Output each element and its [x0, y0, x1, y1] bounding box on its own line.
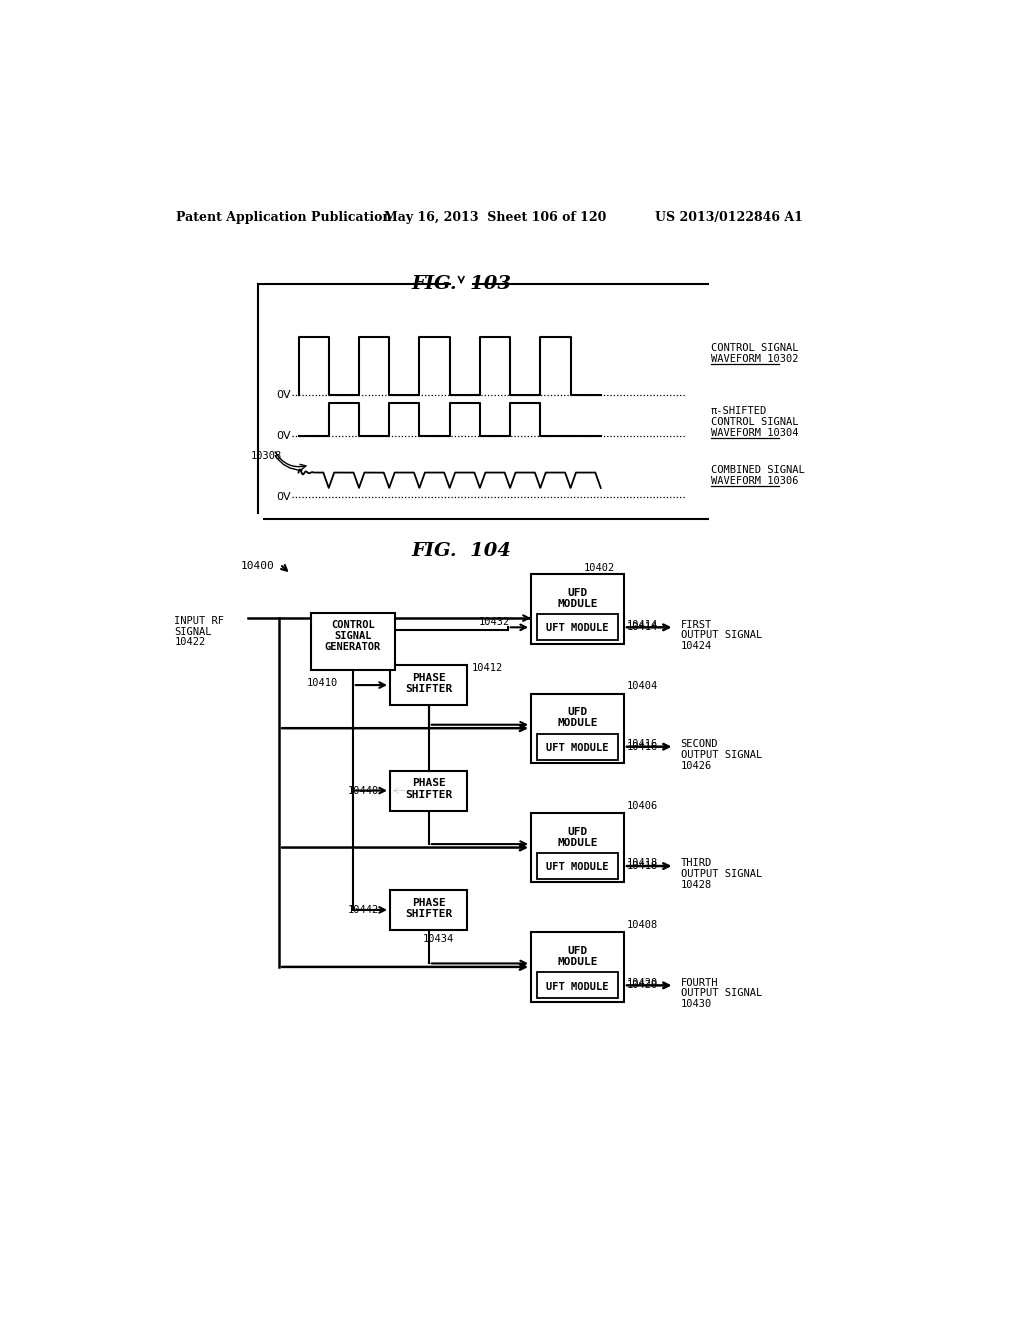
Bar	[531, 813, 624, 882]
Text: FIRST: FIRST	[681, 619, 712, 630]
Text: MODULE: MODULE	[557, 718, 598, 729]
Text: 10440: 10440	[347, 785, 379, 796]
Text: FOURTH: FOURTH	[681, 978, 718, 987]
Text: 10432: 10432	[478, 616, 510, 627]
Bar	[531, 932, 624, 1002]
Text: OUTPUT SIGNAL: OUTPUT SIGNAL	[681, 869, 762, 879]
Text: 10434: 10434	[423, 933, 454, 944]
Text: 10430: 10430	[681, 999, 712, 1010]
Bar	[538, 973, 617, 998]
Text: OUTPUT SIGNAL: OUTPUT SIGNAL	[681, 989, 762, 998]
Text: UFD: UFD	[567, 946, 588, 956]
Text: 0V: 0V	[276, 430, 291, 441]
Text: MODULE: MODULE	[557, 599, 598, 609]
Text: INPUT RF: INPUT RF	[174, 615, 224, 626]
Text: 10442: 10442	[347, 906, 379, 915]
Text: UFT MODULE: UFT MODULE	[546, 862, 608, 873]
Text: 0V: 0V	[276, 389, 291, 400]
Text: FIG.  104: FIG. 104	[412, 543, 511, 560]
Bar	[531, 693, 624, 763]
Bar	[531, 574, 624, 644]
Text: 10426: 10426	[681, 760, 712, 771]
Bar	[311, 612, 394, 671]
Text: 10414: 10414	[627, 622, 657, 632]
Text: UFD: UFD	[567, 708, 588, 717]
Text: SIGNAL: SIGNAL	[174, 627, 212, 636]
Text: UFT MODULE: UFT MODULE	[546, 743, 608, 752]
Text: 10308: 10308	[251, 451, 282, 461]
Text: 10418: 10418	[627, 861, 657, 871]
Text: π-SHIFTED: π-SHIFTED	[711, 407, 767, 416]
Text: UFT MODULE: UFT MODULE	[546, 623, 608, 634]
Bar	[538, 614, 617, 640]
Text: SHIFTER: SHIFTER	[406, 684, 453, 694]
Text: 10420: 10420	[627, 981, 657, 990]
Text: 10422: 10422	[174, 638, 206, 647]
Text: PHASE: PHASE	[412, 673, 445, 682]
Text: MODULE: MODULE	[557, 957, 598, 966]
Text: 10410: 10410	[307, 678, 338, 688]
Text: Patent Application Publication: Patent Application Publication	[176, 211, 391, 224]
Text: WAVEFORM 10304: WAVEFORM 10304	[711, 428, 799, 438]
Text: 10402: 10402	[584, 564, 615, 573]
Text: 10412: 10412	[471, 663, 503, 673]
Bar	[538, 734, 617, 760]
Text: 10406: 10406	[627, 801, 657, 810]
Bar	[390, 890, 467, 929]
Text: SHIFTER: SHIFTER	[406, 789, 453, 800]
Text: 10424: 10424	[681, 642, 712, 651]
Text: OUTPUT SIGNAL: OUTPUT SIGNAL	[681, 631, 762, 640]
Text: UFD: UFD	[567, 826, 588, 837]
Text: MODULE: MODULE	[557, 838, 598, 847]
Text: CONTROL SIGNAL: CONTROL SIGNAL	[711, 417, 799, 428]
Text: 10428: 10428	[681, 880, 712, 890]
Bar	[390, 665, 467, 705]
Text: 10416: 10416	[627, 739, 657, 748]
Text: 10414: 10414	[627, 619, 657, 630]
Text: 10416: 10416	[627, 742, 657, 751]
Text: 10400: 10400	[241, 561, 274, 572]
Text: US 2013/0122846 A1: US 2013/0122846 A1	[655, 211, 803, 224]
Text: FIG.  103: FIG. 103	[412, 276, 511, 293]
Text: 0V: 0V	[276, 492, 291, 502]
Text: UFT MODULE: UFT MODULE	[546, 982, 608, 991]
Text: CONTROL: CONTROL	[331, 620, 375, 631]
Bar	[538, 853, 617, 879]
Text: SECOND: SECOND	[681, 739, 718, 748]
Text: GENERATOR: GENERATOR	[325, 642, 381, 652]
Text: PHASE: PHASE	[412, 898, 445, 908]
Text: OUTPUT SIGNAL: OUTPUT SIGNAL	[681, 750, 762, 760]
Text: COMBINED SIGNAL: COMBINED SIGNAL	[711, 465, 805, 475]
Text: May 16, 2013  Sheet 106 of 120: May 16, 2013 Sheet 106 of 120	[384, 211, 606, 224]
Text: SIGNAL: SIGNAL	[334, 631, 372, 642]
Text: THIRD: THIRD	[681, 858, 712, 869]
Text: CONTROL SIGNAL: CONTROL SIGNAL	[711, 343, 799, 354]
Text: UFD: UFD	[567, 589, 588, 598]
Text: 10408: 10408	[627, 920, 657, 929]
Text: PHASE: PHASE	[412, 779, 445, 788]
Bar	[390, 771, 467, 810]
Text: WAVEFORM 10302: WAVEFORM 10302	[711, 354, 799, 364]
Text: 10418: 10418	[627, 858, 657, 869]
Text: 10420: 10420	[627, 978, 657, 987]
Text: WAVEFORM 10306: WAVEFORM 10306	[711, 475, 799, 486]
Text: SHIFTER: SHIFTER	[406, 909, 453, 919]
Text: 10404: 10404	[627, 681, 657, 692]
